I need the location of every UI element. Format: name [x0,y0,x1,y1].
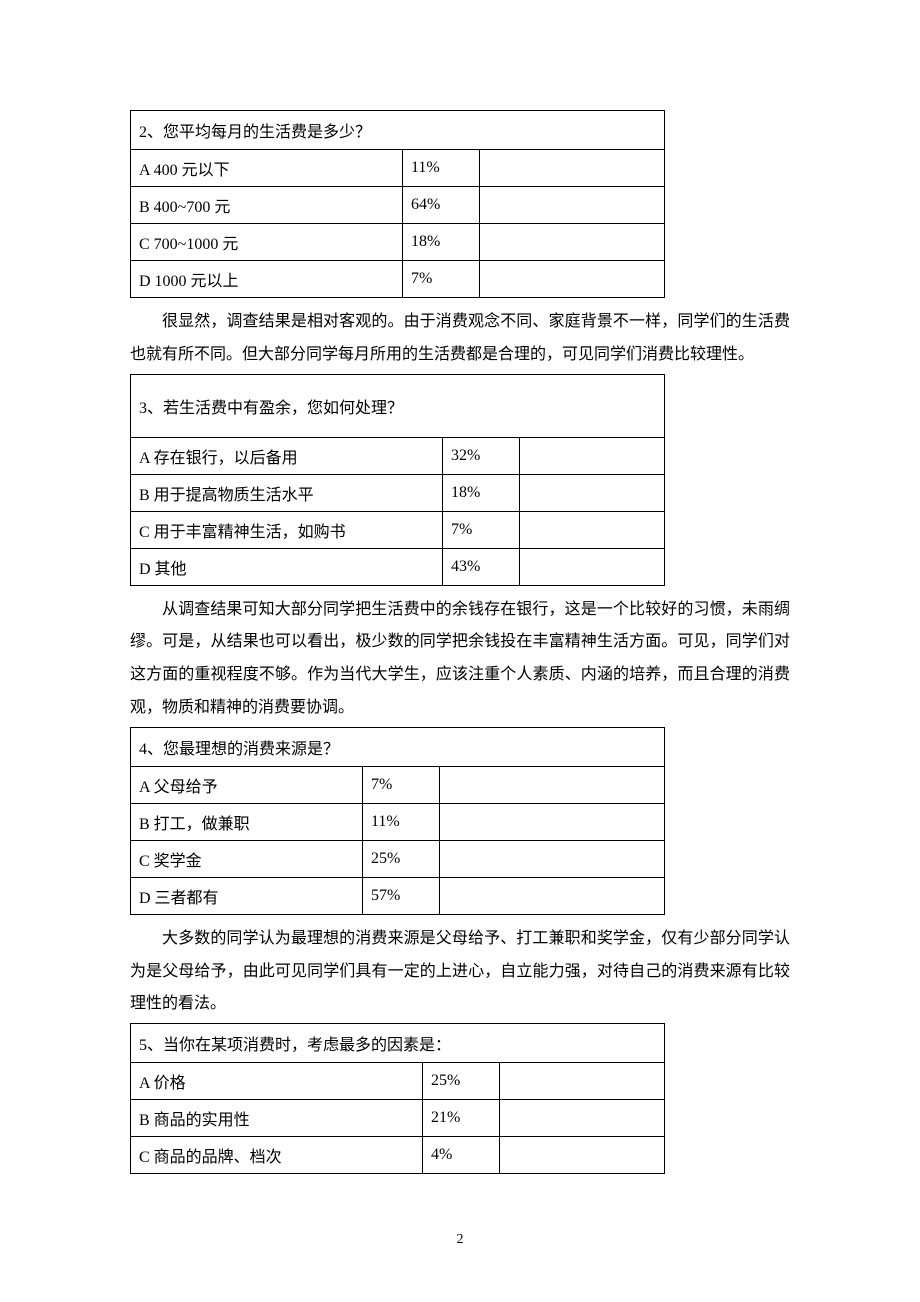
option-label: C 商品的品牌、档次 [131,1137,423,1174]
option-label: C 用于丰富精神生活，如购书 [131,511,443,548]
empty-cell [480,150,665,187]
option-label: D 其他 [131,548,443,585]
empty-cell [520,548,665,585]
table-row: A 400 元以下 11% [131,150,665,187]
table-question-cell: 4、您最理想的消费来源是？ [131,727,665,766]
option-label: D 三者都有 [131,877,363,914]
survey-table-2: 2、您平均每月的生活费是多少？ A 400 元以下 11% B 400~700 … [130,110,665,298]
survey-table-5: 5、当你在某项消费时，考虑最多的因素是： A 价格 25% B 商品的实用性 2… [130,1023,665,1174]
empty-cell [480,224,665,261]
table-row: B 商品的实用性 21% [131,1100,665,1137]
table-question-row: 3、若生活费中有盈余，您如何处理？ [131,374,665,437]
survey-table-4: 4、您最理想的消费来源是？ A 父母给予 7% B 打工，做兼职 11% C 奖… [130,727,665,915]
table-row: A 父母给予 7% [131,766,665,803]
table-question-cell: 5、当你在某项消费时，考虑最多的因素是： [131,1024,665,1063]
empty-cell [440,877,665,914]
option-pct: 32% [443,437,520,474]
option-pct: 18% [443,474,520,511]
option-label: A 400 元以下 [131,150,403,187]
table-row: A 价格 25% [131,1063,665,1100]
analysis-paragraph-2: 很显然，调查结果是相对客观的。由于消费观念不同、家庭背景不一样，同学们的生活费也… [130,306,790,372]
option-label: B 用于提高物质生活水平 [131,474,443,511]
empty-cell [480,261,665,298]
option-label: C 700~1000 元 [131,224,403,261]
table-question-cell: 3、若生活费中有盈余，您如何处理？ [131,374,665,437]
option-label: B 400~700 元 [131,187,403,224]
option-pct: 4% [423,1137,500,1174]
option-pct: 11% [363,803,440,840]
option-label: A 父母给予 [131,766,363,803]
option-label: B 打工，做兼职 [131,803,363,840]
option-pct: 25% [363,840,440,877]
option-pct: 64% [403,187,480,224]
option-pct: 57% [363,877,440,914]
table-row: C 700~1000 元 18% [131,224,665,261]
table-row: C 奖学金 25% [131,840,665,877]
analysis-paragraph-4: 大多数的同学认为最理想的消费来源是父母给予、打工兼职和奖学金，仅有少部分同学认为… [130,923,790,1021]
empty-cell [440,840,665,877]
option-label: C 奖学金 [131,840,363,877]
table-question-cell: 2、您平均每月的生活费是多少？ [131,111,665,150]
empty-cell [520,437,665,474]
table-row: B 用于提高物质生活水平 18% [131,474,665,511]
table-row: B 400~700 元 64% [131,187,665,224]
table-row: C 用于丰富精神生活，如购书 7% [131,511,665,548]
empty-cell [520,511,665,548]
table-row: B 打工，做兼职 11% [131,803,665,840]
option-pct: 7% [363,766,440,803]
table-row: D 1000 元以上 7% [131,261,665,298]
option-label: A 价格 [131,1063,423,1100]
table-row: C 商品的品牌、档次 4% [131,1137,665,1174]
option-pct: 7% [443,511,520,548]
document-page: 2、您平均每月的生活费是多少？ A 400 元以下 11% B 400~700 … [0,0,920,1302]
empty-cell [440,766,665,803]
empty-cell [500,1063,665,1100]
option-pct: 21% [423,1100,500,1137]
option-label: D 1000 元以上 [131,261,403,298]
table-row: A 存在银行，以后备用 32% [131,437,665,474]
option-pct: 18% [403,224,480,261]
analysis-paragraph-3: 从调查结果可知大部分同学把生活费中的余钱存在银行，这是一个比较好的习惯，未雨绸缪… [130,594,790,725]
page-number: 2 [0,1232,920,1248]
table-row: D 三者都有 57% [131,877,665,914]
option-pct: 7% [403,261,480,298]
option-pct: 11% [403,150,480,187]
empty-cell [500,1137,665,1174]
empty-cell [480,187,665,224]
empty-cell [440,803,665,840]
option-pct: 43% [443,548,520,585]
option-label: A 存在银行，以后备用 [131,437,443,474]
empty-cell [500,1100,665,1137]
option-pct: 25% [423,1063,500,1100]
table-question-row: 4、您最理想的消费来源是？ [131,727,665,766]
survey-table-3: 3、若生活费中有盈余，您如何处理？ A 存在银行，以后备用 32% B 用于提高… [130,374,665,586]
table-question-row: 2、您平均每月的生活费是多少？ [131,111,665,150]
table-question-row: 5、当你在某项消费时，考虑最多的因素是： [131,1024,665,1063]
option-label: B 商品的实用性 [131,1100,423,1137]
table-row: D 其他 43% [131,548,665,585]
empty-cell [520,474,665,511]
